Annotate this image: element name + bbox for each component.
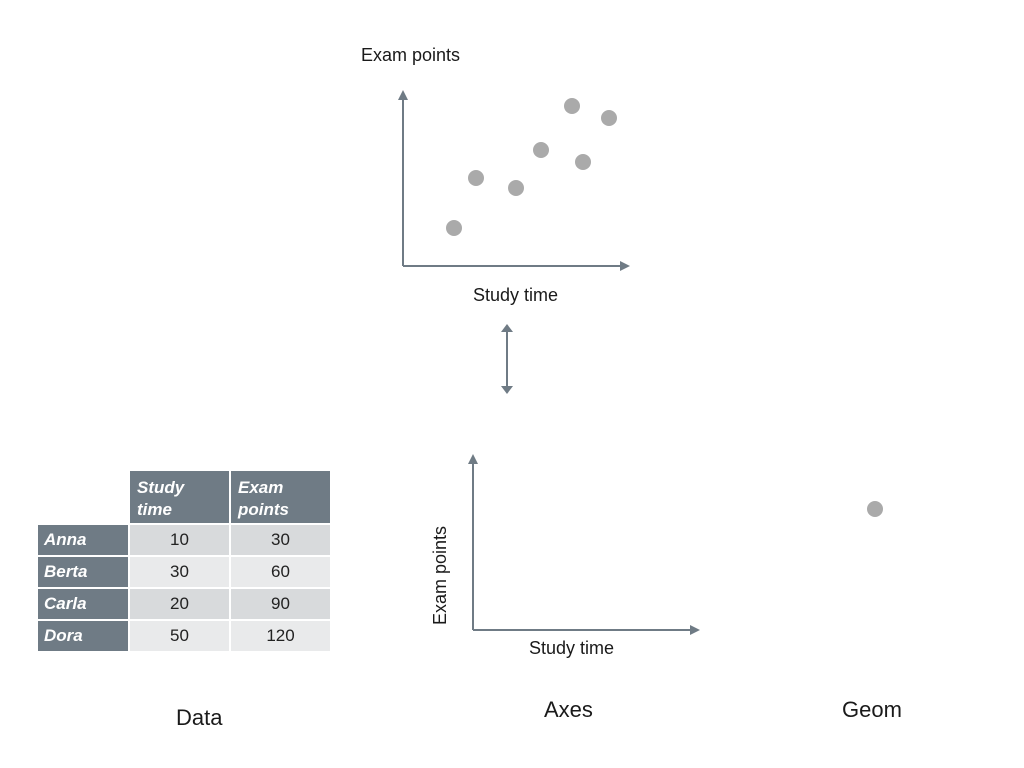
caption-axes: Axes [544,697,593,722]
scatter-point-5 [564,98,580,114]
row-header: Carla [38,589,128,619]
study-time-cell: 50 [130,621,229,651]
table-row: Dora 50 120 [38,621,330,651]
scatter-point-7 [601,110,617,126]
scatter-point-3 [508,180,524,196]
exam-points-cell: 60 [231,557,330,587]
table-row: Anna 10 30 [38,525,330,555]
caption-data: Data [176,705,223,730]
caption-geom: Geom [842,697,902,722]
top-scatter-plot [398,90,630,271]
scatter-point-2 [468,170,484,186]
row-header: Berta [38,557,128,587]
scatter-point-1 [446,220,462,236]
vertical-double-arrow-icon [501,324,513,394]
table-corner [38,471,128,523]
top-plot-xlabel: Study time [473,285,559,305]
column-header-study-time: Study time [130,471,229,523]
table-row: Berta 30 60 [38,557,330,587]
axes-plot-ylabel: Exam points [430,525,450,625]
axes-plot-xlabel: Study time [529,638,615,658]
scatter-point-4 [533,142,549,158]
study-time-cell: 30 [130,557,229,587]
point-icon [867,501,883,517]
study-time-cell: 20 [130,589,229,619]
empty-axes-plot [468,454,700,635]
study-time-cell: 10 [130,525,229,555]
row-header: Dora [38,621,128,651]
scatter-point-6 [575,154,591,170]
column-header-exam-points: Exam points [231,471,330,523]
exam-points-cell: 90 [231,589,330,619]
exam-points-cell: 30 [231,525,330,555]
data-table: Study time Exam points Anna 10 30 Berta 30… [36,469,332,653]
row-header: Anna [38,525,128,555]
exam-points-cell: 120 [231,621,330,651]
table-row: Carla 20 90 [38,589,330,619]
top-plot-ylabel: Exam points [361,45,461,65]
